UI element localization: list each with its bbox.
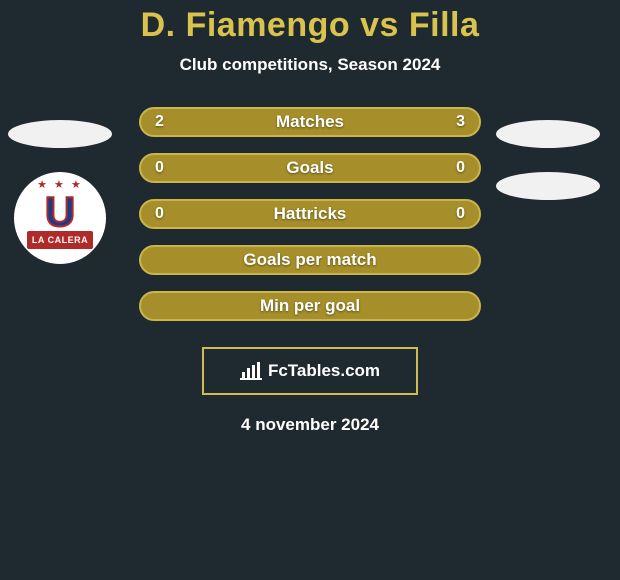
right-oval-placeholder-2 (496, 172, 600, 200)
stat-right-value: 3 (456, 113, 465, 131)
left-oval-placeholder (8, 120, 112, 148)
stat-label: Matches (276, 112, 344, 132)
bar-chart-icon (240, 362, 262, 380)
stat-row-matches: 2 Matches 3 (139, 107, 481, 137)
left-decorations: ★ ★ ★ U LA CALERA (8, 120, 112, 264)
stat-label: Hattricks (274, 204, 347, 224)
stat-row-goals: 0 Goals 0 (139, 153, 481, 183)
badge-stars-icon: ★ ★ ★ (37, 178, 83, 191)
badge-letter: U (45, 191, 75, 233)
stat-row-hattricks: 0 Hattricks 0 (139, 199, 481, 229)
stat-label: Goals per match (243, 250, 376, 270)
page-title: D. Fiamengo vs Filla (0, 6, 620, 45)
stat-row-goals-per-match: Goals per match (139, 245, 481, 275)
stat-left-value: 0 (155, 205, 164, 223)
date-text: 4 november 2024 (0, 415, 620, 435)
comparison-card: D. Fiamengo vs Filla Club competitions, … (0, 0, 620, 580)
stat-label: Min per goal (260, 296, 360, 316)
stat-left-value: 0 (155, 159, 164, 177)
stat-right-value: 0 (456, 205, 465, 223)
page-subtitle: Club competitions, Season 2024 (0, 55, 620, 75)
stat-row-min-per-goal: Min per goal (139, 291, 481, 321)
stat-left-value: 2 (155, 113, 164, 131)
stat-right-value: 0 (456, 159, 465, 177)
stat-label: Goals (286, 158, 333, 178)
badge-band: LA CALERA (27, 231, 93, 249)
brand-box: FcTables.com (202, 347, 418, 395)
brand-text: FcTables.com (268, 361, 380, 381)
right-oval-placeholder-1 (496, 120, 600, 148)
right-decorations (496, 120, 600, 200)
club-badge: ★ ★ ★ U LA CALERA (14, 172, 106, 264)
